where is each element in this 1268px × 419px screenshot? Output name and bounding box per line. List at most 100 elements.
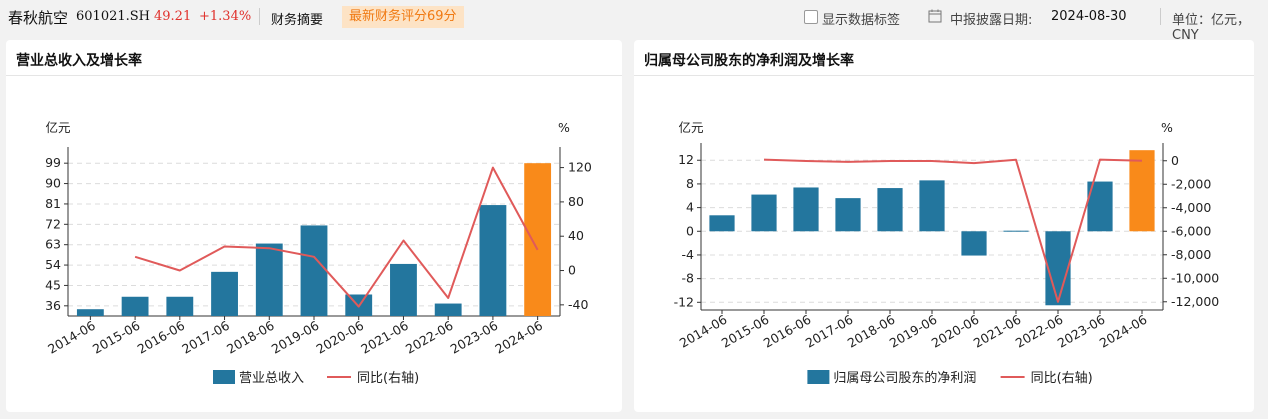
legend-label: 同比(右轴) xyxy=(1031,371,1093,386)
y-left-axis-label: 亿元 xyxy=(678,120,703,135)
yoy-line xyxy=(134,166,539,308)
y-right-tick-label: -40 xyxy=(568,297,588,312)
y-right-tick-label: -10,000 xyxy=(1171,270,1219,285)
net-profit-chart-panel: 归属母公司股东的净利润及增长率 -12 -8 -4 0 4 8 12 0 -2,000 -4,00… xyxy=(634,40,1254,412)
bar xyxy=(961,231,987,256)
legend-swatch-bar xyxy=(213,370,235,384)
bar xyxy=(1003,230,1029,232)
x-tick-label: 2016-06 xyxy=(135,318,188,357)
y-left-axis-label: 亿元 xyxy=(45,120,70,135)
x-tick-label: 2019-06 xyxy=(269,318,322,357)
bar xyxy=(919,180,945,232)
unit-label: 单位：亿元，CNY xyxy=(1172,13,1251,43)
show-labels-checkbox[interactable] xyxy=(804,10,818,24)
x-tick-label: 2017-06 xyxy=(179,318,232,357)
x-tick-label: 2023-06 xyxy=(1055,312,1108,351)
bar xyxy=(877,188,903,232)
bar xyxy=(751,194,777,232)
x-tick-label: 2022-06 xyxy=(1013,312,1066,351)
net-profit-chart: -12 -8 -4 0 4 8 12 0 -2,000 -4,000 -6,000 -8,000 -10… xyxy=(674,120,1220,386)
bar xyxy=(709,215,735,232)
panel-divider xyxy=(6,75,622,76)
yoy-line xyxy=(763,158,1143,303)
y-left-tick-label: 99 xyxy=(45,155,61,170)
legend-label: 同比(右轴) xyxy=(357,371,419,386)
y-left-tick-label: 90 xyxy=(45,176,61,191)
bar xyxy=(434,303,462,316)
stock-price: 49.21 xyxy=(154,9,192,24)
y-right-tick-label: 0 xyxy=(568,263,576,278)
x-tick-label: 2021-06 xyxy=(358,318,411,357)
y-left-tick-label: 54 xyxy=(45,257,61,272)
bar xyxy=(524,163,552,316)
y-left-tick-label: -12 xyxy=(674,294,694,309)
y-left-tick-label: 4 xyxy=(686,200,694,215)
bar xyxy=(211,271,238,316)
x-tick-label: 2023-06 xyxy=(448,318,501,357)
x-tick-label: 2020-06 xyxy=(313,318,366,357)
divider xyxy=(259,8,260,25)
y-left-tick-label: 12 xyxy=(678,152,694,167)
y-left-tick-label: -4 xyxy=(682,247,695,262)
x-tick-label: 2015-06 xyxy=(719,312,772,351)
bar xyxy=(121,296,149,316)
legend-label: 归属母公司股东的净利润 xyxy=(833,370,976,386)
y-right-tick-label: -6,000 xyxy=(1171,223,1211,238)
x-tick-label: 2017-06 xyxy=(803,312,856,351)
y-left-tick-label: 8 xyxy=(686,176,694,191)
y-right-tick-label: 40 xyxy=(568,228,584,243)
divider xyxy=(1160,8,1161,25)
y-right-tick-label: 0 xyxy=(1171,153,1179,168)
bar xyxy=(166,296,194,316)
y-left-tick-label: 45 xyxy=(45,277,61,292)
bar xyxy=(835,198,861,232)
y-left-tick-label: 72 xyxy=(45,216,61,231)
show-labels-label[interactable]: 显示数据标签 xyxy=(822,13,901,28)
bar xyxy=(390,263,417,316)
bar xyxy=(1129,150,1155,232)
x-tick-label: 2016-06 xyxy=(761,312,814,351)
bar xyxy=(76,309,104,316)
stock-code: 601021.SH xyxy=(76,9,151,24)
legend-label: 营业总收入 xyxy=(239,371,304,386)
stock-name: 春秋航空 xyxy=(8,9,69,27)
x-tick-label: 2018-06 xyxy=(845,312,898,351)
panel-divider xyxy=(634,75,1254,76)
y-right-tick-label: -8,000 xyxy=(1171,247,1211,262)
section-title: 财务摘要 xyxy=(271,13,324,28)
legend-swatch-bar xyxy=(807,370,830,384)
y-right-tick-label: -2,000 xyxy=(1171,176,1211,191)
y-left-tick-label: -8 xyxy=(682,271,695,286)
y-left-tick-label: 0 xyxy=(686,223,694,238)
y-left-tick-label: 63 xyxy=(45,237,61,252)
x-tick-label: 2024-06 xyxy=(492,318,545,357)
bar xyxy=(300,225,328,316)
bar xyxy=(1045,231,1071,306)
chart-title: 归属母公司股东的净利润及增长率 xyxy=(644,53,854,69)
bar xyxy=(255,243,283,316)
y-right-tick-label: 120 xyxy=(568,160,592,175)
stock-change: +1.34% xyxy=(199,9,252,24)
chart-title: 营业总收入及增长率 xyxy=(16,53,142,69)
x-tick-label: 2024-06 xyxy=(1097,312,1150,351)
disclosure-date-label: 中报披露日期: xyxy=(950,13,1033,28)
y-right-tick-label: 80 xyxy=(568,194,584,209)
x-tick-label: 2018-06 xyxy=(224,318,277,357)
x-tick-label: 2014-06 xyxy=(677,312,730,351)
bar xyxy=(793,187,819,232)
calendar-icon xyxy=(928,9,942,23)
x-tick-label: 2021-06 xyxy=(971,312,1024,351)
y-left-tick-label: 36 xyxy=(45,298,61,313)
x-tick-label: 2015-06 xyxy=(90,318,143,357)
y-right-axis-label: % xyxy=(558,120,570,135)
score-badge[interactable]: 最新财务评分69分 xyxy=(342,6,464,28)
top-bar: 春秋航空 601021.SH 49.21 +1.34% 财务摘要 最新财务评分6… xyxy=(0,0,1268,43)
y-right-tick-label: -12,000 xyxy=(1171,294,1219,309)
bar xyxy=(479,205,507,316)
x-tick-label: 2019-06 xyxy=(887,312,940,351)
y-right-tick-label: -4,000 xyxy=(1171,200,1211,215)
y-right-axis-label: % xyxy=(1161,120,1173,135)
x-tick-label: 2020-06 xyxy=(929,312,982,351)
y-left-tick-label: 81 xyxy=(45,196,61,211)
